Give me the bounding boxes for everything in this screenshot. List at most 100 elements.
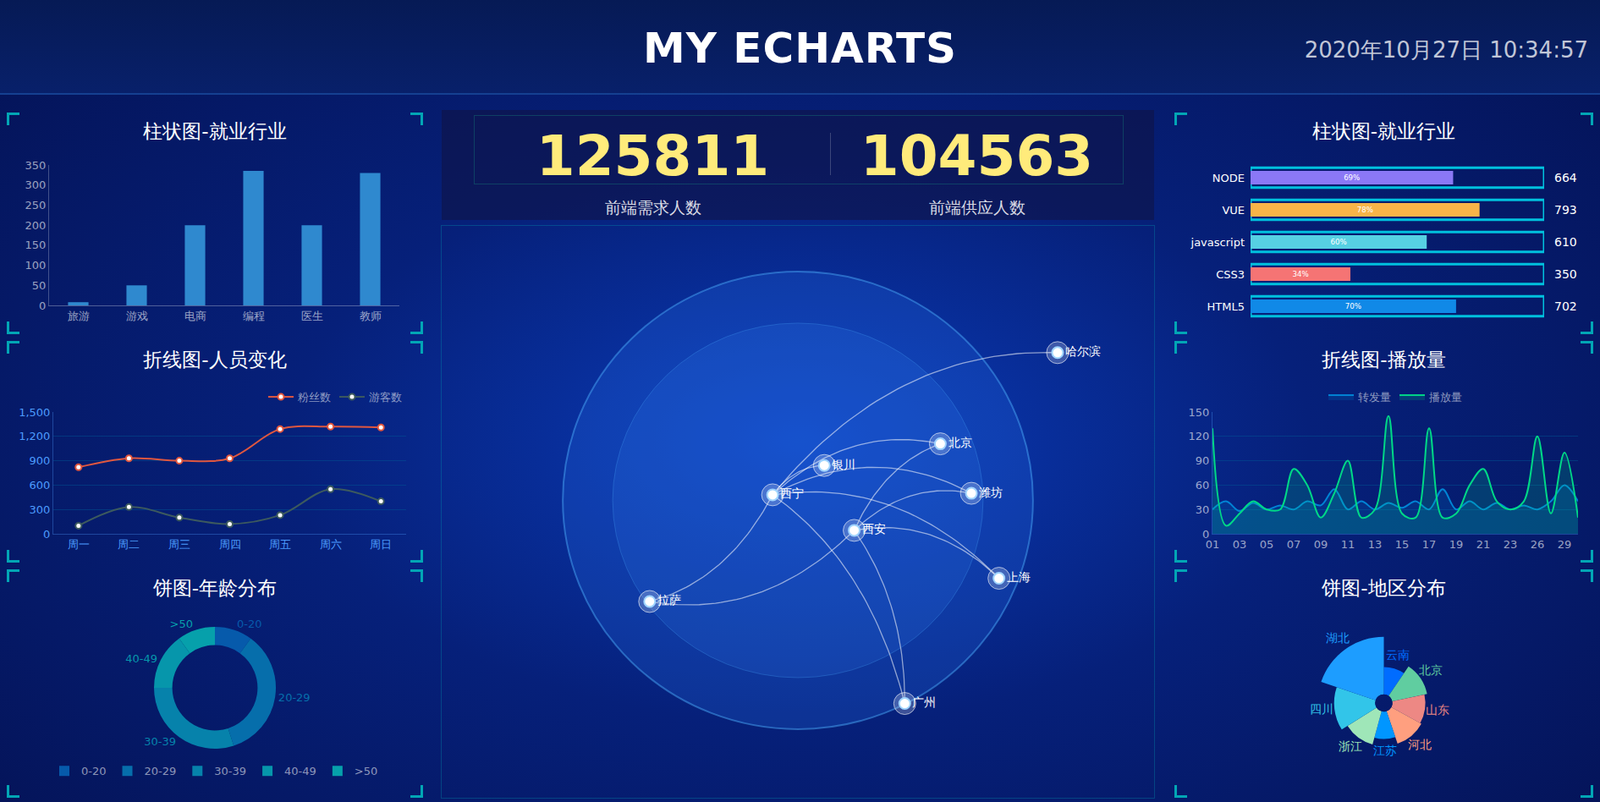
svg-text:200: 200 bbox=[25, 219, 47, 232]
svg-text:40-49: 40-49 bbox=[284, 764, 317, 778]
svg-text:西宁: 西宁 bbox=[780, 486, 804, 501]
svg-text:河北: 河北 bbox=[1407, 737, 1432, 752]
svg-text:60%: 60% bbox=[1330, 237, 1348, 247]
svg-text:江苏: 江苏 bbox=[1373, 743, 1397, 758]
svg-text:0-20: 0-20 bbox=[81, 764, 107, 778]
svg-text:13: 13 bbox=[1368, 538, 1383, 551]
svg-text:周三: 周三 bbox=[168, 538, 191, 551]
svg-text:21: 21 bbox=[1476, 538, 1491, 551]
svg-text:350: 350 bbox=[1554, 267, 1578, 281]
svg-text:>50: >50 bbox=[170, 617, 193, 631]
svg-text:250: 250 bbox=[25, 198, 47, 212]
svg-text:播放量: 播放量 bbox=[1429, 390, 1463, 404]
svg-text:100: 100 bbox=[25, 258, 47, 272]
svg-text:664: 664 bbox=[1554, 170, 1578, 185]
svg-text:120: 120 bbox=[1188, 429, 1210, 443]
svg-text:折线图-人员变化: 折线图-人员变化 bbox=[142, 348, 286, 371]
svg-text:30: 30 bbox=[1195, 503, 1210, 517]
svg-text:周四: 周四 bbox=[219, 538, 242, 551]
svg-text:北京: 北京 bbox=[1418, 663, 1443, 677]
svg-text:教师: 教师 bbox=[359, 309, 382, 323]
svg-text:900: 900 bbox=[29, 454, 51, 468]
svg-text:70%: 70% bbox=[1345, 302, 1362, 311]
svg-text:09: 09 bbox=[1314, 538, 1329, 551]
svg-text:23: 23 bbox=[1503, 538, 1518, 551]
svg-text:NODE: NODE bbox=[1212, 171, 1245, 185]
svg-text:VUE: VUE bbox=[1221, 203, 1245, 217]
svg-text:折线图-播放量: 折线图-播放量 bbox=[1321, 348, 1446, 371]
svg-text:19: 19 bbox=[1449, 538, 1464, 551]
svg-text:柱状图-就业行业: 柱状图-就业行业 bbox=[1312, 120, 1456, 143]
svg-text:拉萨: 拉萨 bbox=[657, 593, 682, 607]
svg-text:05: 05 bbox=[1259, 538, 1275, 551]
svg-text:周日: 周日 bbox=[369, 538, 392, 551]
svg-text:1,200: 1,200 bbox=[18, 429, 50, 443]
html-text:125811: 125811 bbox=[536, 123, 770, 189]
svg-text:69%: 69% bbox=[1343, 173, 1360, 182]
svg-text:HTML5: HTML5 bbox=[1207, 300, 1245, 314]
svg-text:78%: 78% bbox=[1357, 205, 1374, 215]
svg-text:793: 793 bbox=[1554, 203, 1578, 217]
svg-text:29: 29 bbox=[1557, 538, 1573, 551]
svg-text:周五: 周五 bbox=[269, 538, 292, 551]
svg-text:CSS3: CSS3 bbox=[1215, 268, 1245, 281]
svg-text:30-39: 30-39 bbox=[143, 735, 176, 748]
svg-text:20-29: 20-29 bbox=[278, 691, 311, 704]
svg-text:350: 350 bbox=[25, 159, 47, 172]
svg-text:粉丝数: 粉丝数 bbox=[297, 390, 331, 404]
svg-text:周二: 周二 bbox=[117, 538, 140, 551]
svg-text:周一: 周一 bbox=[67, 538, 90, 551]
svg-text:哈尔滨: 哈尔滨 bbox=[1065, 344, 1101, 358]
svg-text:300: 300 bbox=[29, 503, 51, 517]
svg-text:转发量: 转发量 bbox=[1358, 390, 1392, 404]
svg-text:0: 0 bbox=[38, 299, 46, 313]
svg-text:湖北: 湖北 bbox=[1325, 631, 1350, 645]
svg-text:01: 01 bbox=[1205, 538, 1221, 551]
svg-text:饼图-年龄分布: 饼图-年龄分布 bbox=[152, 577, 277, 600]
svg-text:浙江: 浙江 bbox=[1338, 739, 1363, 754]
svg-text:云南: 云南 bbox=[1385, 648, 1410, 662]
svg-text:北京: 北京 bbox=[948, 435, 973, 450]
svg-text:610: 610 bbox=[1554, 235, 1578, 249]
svg-text:游客数: 游客数 bbox=[368, 390, 402, 404]
svg-text:西安: 西安 bbox=[862, 522, 886, 536]
svg-text:电商: 电商 bbox=[184, 309, 207, 323]
svg-text:150: 150 bbox=[1188, 406, 1210, 419]
svg-text:周六: 周六 bbox=[319, 538, 342, 551]
svg-text:50: 50 bbox=[32, 279, 47, 292]
svg-text:银川: 银川 bbox=[830, 457, 856, 472]
svg-text:编程: 编程 bbox=[242, 309, 265, 323]
svg-text:17: 17 bbox=[1422, 538, 1437, 551]
svg-text:15: 15 bbox=[1395, 538, 1410, 551]
svg-text:150: 150 bbox=[25, 238, 47, 252]
svg-text:60: 60 bbox=[1195, 478, 1210, 492]
svg-text:0: 0 bbox=[1202, 527, 1210, 541]
svg-text:柱状图-就业行业: 柱状图-就业行业 bbox=[142, 120, 286, 143]
svg-text:11: 11 bbox=[1341, 538, 1356, 551]
svg-text:20-29: 20-29 bbox=[144, 764, 177, 778]
svg-text:07: 07 bbox=[1286, 538, 1302, 551]
svg-text:医生: 医生 bbox=[301, 309, 324, 323]
svg-text:上海: 上海 bbox=[1006, 570, 1031, 584]
svg-text:702: 702 bbox=[1554, 299, 1578, 314]
svg-text:34%: 34% bbox=[1292, 269, 1309, 279]
svg-text:90: 90 bbox=[1195, 454, 1210, 468]
svg-text:山东: 山东 bbox=[1425, 703, 1450, 717]
svg-text:潍坊: 潍坊 bbox=[978, 485, 1003, 500]
svg-text:40-49: 40-49 bbox=[125, 652, 158, 666]
svg-text:0-20: 0-20 bbox=[236, 617, 263, 631]
svg-text:1,500: 1,500 bbox=[18, 406, 50, 419]
svg-text:30-39: 30-39 bbox=[214, 764, 247, 778]
svg-text:旅游: 旅游 bbox=[67, 309, 90, 323]
svg-text:26: 26 bbox=[1530, 538, 1546, 551]
svg-text:广州: 广州 bbox=[912, 695, 936, 710]
svg-text:四川: 四川 bbox=[1309, 702, 1334, 716]
svg-text:600: 600 bbox=[29, 478, 51, 492]
svg-text:饼图-地区分布: 饼图-地区分布 bbox=[1320, 577, 1446, 600]
svg-text:300: 300 bbox=[25, 178, 47, 192]
svg-text:0: 0 bbox=[43, 527, 50, 541]
svg-text:>50: >50 bbox=[354, 764, 378, 778]
svg-text:javascript: javascript bbox=[1190, 236, 1245, 249]
svg-text:游戏: 游戏 bbox=[126, 309, 149, 323]
svg-text:03: 03 bbox=[1232, 538, 1248, 551]
